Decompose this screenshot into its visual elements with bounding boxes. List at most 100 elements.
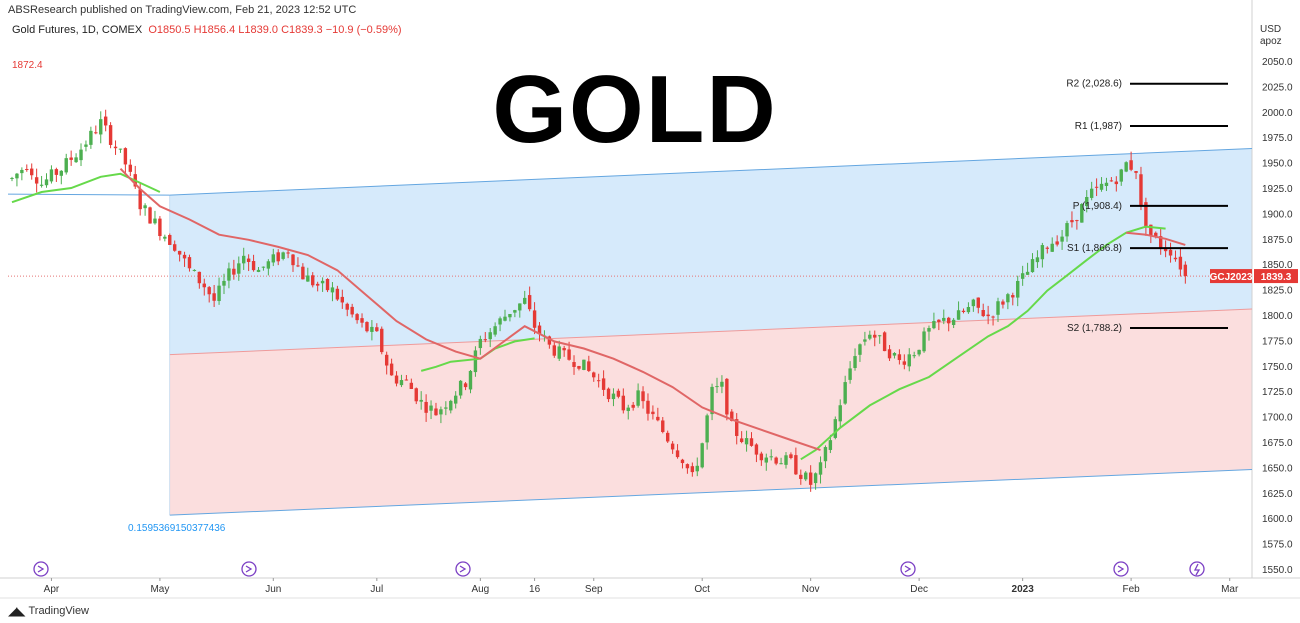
y-tick-label: 1925.0 xyxy=(1262,184,1293,195)
candle-body xyxy=(616,390,621,397)
candle-body xyxy=(74,157,78,163)
candle-body xyxy=(158,218,162,237)
candle-body xyxy=(301,266,305,280)
y-tick-label: 1575.0 xyxy=(1262,540,1293,551)
event-marker-icon xyxy=(455,561,471,577)
candle-body xyxy=(1168,249,1173,256)
candle-body xyxy=(651,411,655,415)
y-tick-label: 1800.0 xyxy=(1262,311,1293,322)
candle-body xyxy=(587,361,591,371)
candle-body xyxy=(360,318,364,323)
candle-body xyxy=(1144,202,1148,228)
candle-body xyxy=(414,388,418,402)
candle-body xyxy=(685,464,690,469)
candle-body xyxy=(384,354,389,366)
candle-body xyxy=(833,419,838,438)
price-tag-value: 1839.3 xyxy=(1261,272,1292,283)
candle-body xyxy=(311,275,315,286)
candle-body xyxy=(567,349,571,360)
candle-body xyxy=(458,380,463,396)
candle-body xyxy=(1183,264,1188,277)
candle-body xyxy=(1154,232,1158,237)
candle-body xyxy=(853,356,857,369)
pivot-levels: R2 (2,028.6) R1 (1,987) P (1,908.4) S1 (1,8… xyxy=(1066,79,1228,334)
candle-body xyxy=(202,283,206,288)
x-tick-label: Dec xyxy=(910,584,928,595)
candle-body xyxy=(577,366,581,369)
candle-body xyxy=(823,447,828,462)
candle-body xyxy=(419,399,423,402)
candle-body xyxy=(1050,243,1054,252)
candle-body xyxy=(409,382,414,389)
candle-body xyxy=(680,459,685,464)
channel-lines xyxy=(7,147,1253,516)
candle-body xyxy=(557,346,561,359)
candle-body xyxy=(552,345,556,356)
candle-body xyxy=(177,250,182,255)
candle-body xyxy=(1035,257,1040,263)
candle-body xyxy=(818,462,823,475)
candle-body xyxy=(720,381,724,387)
event-arrow-icon xyxy=(245,565,253,573)
symbol-tag-bg xyxy=(1210,269,1252,284)
fib-ratio-label: 0.1595369150377436 xyxy=(128,523,226,534)
x-tick-label: May xyxy=(150,584,169,595)
candle-body xyxy=(138,189,142,210)
candle-body xyxy=(69,157,73,160)
candle-body xyxy=(498,318,502,325)
candle-body xyxy=(1099,183,1104,190)
tradingview-logo[interactable]: ◢◣ TradingView xyxy=(8,604,89,618)
candle-body xyxy=(690,466,695,473)
candle-body xyxy=(646,400,650,414)
candle-body xyxy=(1040,245,1045,260)
channel-upper-line xyxy=(169,147,1253,196)
price-tag-bg xyxy=(1254,269,1298,284)
candle-body xyxy=(99,119,103,135)
candle-body xyxy=(725,378,729,415)
pivot-label: S2 (1,788.2) xyxy=(1067,323,1122,334)
candle-body xyxy=(94,132,98,134)
axis-ticks: 1550.0 1575.0 1600.0 1625.0 1650.0 1675.0 1700… xyxy=(44,57,1293,595)
y-tick-label: 1825.0 xyxy=(1262,286,1293,297)
candle-body xyxy=(444,407,448,409)
candle-body xyxy=(143,205,147,209)
candle-body xyxy=(986,314,990,317)
x-tick-label: Nov xyxy=(802,584,820,595)
ohlc-values: O1850.5 H1856.4 L1839.0 C1839.3 −10.9 (−… xyxy=(148,24,402,36)
pivot-label: R2 (2,028.6) xyxy=(1066,79,1122,90)
candle-body xyxy=(976,297,980,308)
ma-red-line xyxy=(1126,231,1186,246)
candle-body xyxy=(473,350,478,373)
candle-body xyxy=(1139,174,1143,205)
candle-body xyxy=(1109,180,1114,182)
candle-body xyxy=(1158,236,1163,249)
candle-body xyxy=(868,334,872,339)
candle-body xyxy=(429,405,433,411)
candle-body xyxy=(882,332,887,352)
candle-body xyxy=(118,148,123,150)
candle-body xyxy=(769,456,773,458)
candle-body xyxy=(394,375,399,384)
ma-red-line xyxy=(119,168,821,452)
candle-body xyxy=(1045,247,1049,249)
candle-body xyxy=(192,269,197,271)
candle-body xyxy=(996,301,1000,315)
candle-body xyxy=(34,177,39,184)
candle-body xyxy=(399,380,404,386)
candle-body xyxy=(108,125,113,145)
candle-body xyxy=(858,344,862,355)
candle-body xyxy=(404,379,409,381)
candle-body xyxy=(1089,188,1094,198)
candle-body xyxy=(25,168,29,170)
unit-measure: apoz xyxy=(1260,36,1282,47)
candle-body xyxy=(296,265,300,267)
candle-body xyxy=(232,268,236,275)
candle-body xyxy=(1134,171,1138,173)
candle-body xyxy=(103,116,108,126)
candle-body xyxy=(207,287,211,295)
candle-body xyxy=(449,400,453,411)
candle-body xyxy=(54,169,59,175)
candle-body xyxy=(784,455,788,465)
x-tick-label: Aug xyxy=(471,584,489,595)
